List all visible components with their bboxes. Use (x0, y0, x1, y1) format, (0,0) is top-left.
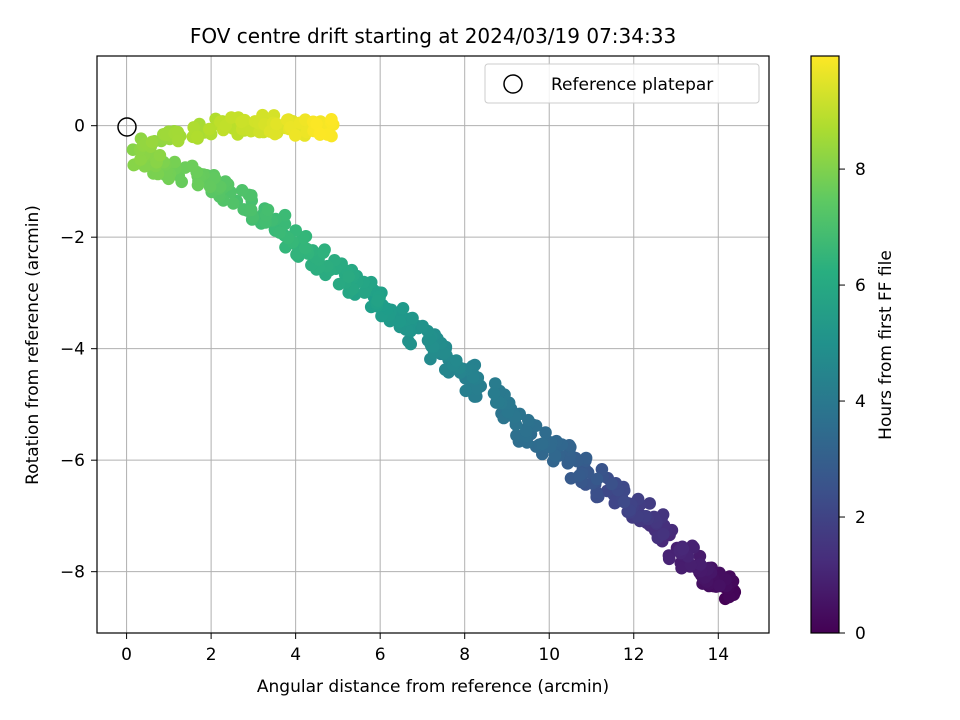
data-point (676, 542, 690, 556)
colorbar-tick-label: 2 (855, 508, 866, 528)
data-point (203, 122, 216, 136)
data-point (393, 315, 407, 328)
grid-lines (97, 56, 769, 633)
y-tick-label: −2 (60, 228, 85, 248)
data-point (171, 125, 185, 139)
data-point (317, 246, 330, 259)
data-point (358, 286, 371, 299)
data-point (342, 270, 356, 284)
data-point (510, 429, 523, 442)
data-point (371, 294, 384, 308)
legend-box (484, 63, 760, 104)
data-point (404, 337, 418, 351)
data-point (694, 558, 707, 571)
x-tick-label: 6 (375, 645, 386, 665)
data-point (235, 115, 248, 129)
data-point (590, 472, 604, 486)
y-axis-ticks: 0 −2 −4 −6 −8 (60, 117, 97, 583)
data-point (227, 197, 240, 210)
data-point (573, 469, 586, 482)
colorbar-label: Hours from first FF file (876, 250, 896, 440)
data-point (519, 424, 533, 438)
x-tick-label: 14 (707, 645, 729, 665)
y-tick-label: −6 (60, 451, 85, 471)
colorbar: 0 2 4 6 8 Hours from first FF file (810, 55, 896, 644)
data-point (437, 346, 451, 360)
data-point (325, 113, 338, 126)
x-tick-label: 10 (538, 645, 560, 665)
data-point (539, 426, 552, 439)
y-tick-label: −4 (60, 340, 85, 360)
data-point (310, 117, 323, 131)
data-point (595, 463, 609, 476)
data-point (470, 382, 484, 396)
data-point (191, 178, 205, 192)
data-point (153, 149, 167, 162)
reference-marker (117, 117, 137, 137)
data-point (617, 495, 631, 509)
data-point (459, 384, 473, 398)
x-tick-label: 2 (206, 645, 217, 665)
colorbar-tick-label: 6 (855, 276, 866, 296)
legend-label: Reference platepar (551, 75, 713, 95)
data-point (203, 180, 217, 194)
x-tick-label: 8 (459, 645, 470, 665)
data-point (145, 135, 159, 149)
data-point (270, 117, 283, 131)
colorbar-ticks: 0 2 4 6 8 (839, 160, 866, 644)
data-point (536, 437, 549, 451)
chart-title: FOV centre drift starting at 2024/03/19 … (190, 24, 676, 48)
data-point (225, 111, 238, 124)
data-point (185, 159, 199, 173)
data-point (289, 129, 302, 142)
data-point (268, 127, 282, 141)
data-point (191, 130, 204, 144)
x-tick-label: 0 (121, 645, 132, 665)
data-point (406, 311, 419, 325)
colorbar-tick-label: 8 (855, 160, 866, 180)
colorbar-tick-label: 0 (855, 624, 866, 644)
data-point (273, 226, 287, 239)
data-point (487, 387, 501, 400)
data-point (450, 354, 463, 367)
data-point (299, 241, 312, 255)
colorbar-gradient (810, 55, 840, 634)
data-point (235, 184, 249, 197)
plot-frame (96, 55, 770, 634)
data-point (643, 497, 656, 510)
y-axis-label: Rotation from reference (arcmin) (23, 205, 43, 485)
data-point (171, 134, 185, 148)
data-point (605, 477, 618, 491)
data-point (662, 552, 676, 566)
data-point (396, 302, 410, 315)
x-tick-label: 4 (290, 645, 301, 665)
legend-marker (503, 74, 523, 94)
y-tick-label: 0 (74, 117, 85, 137)
scatter-points (126, 108, 742, 606)
data-point (488, 377, 502, 390)
data-point (657, 527, 670, 541)
legend: Reference platepar (484, 63, 760, 104)
data-point (134, 153, 147, 166)
colorbar-tick-label: 4 (855, 392, 866, 412)
data-point (313, 127, 327, 140)
x-tick-label: 12 (623, 645, 645, 665)
x-axis-ticks: 0 2 4 6 8 10 12 14 (121, 633, 729, 665)
data-point (261, 203, 275, 217)
x-axis-label: Angular distance from reference (arcmin) (257, 677, 609, 697)
data-point (244, 203, 258, 217)
data-point (332, 277, 346, 291)
data-point (713, 579, 726, 592)
data-point (416, 319, 429, 333)
y-tick-label: −8 (60, 563, 85, 583)
